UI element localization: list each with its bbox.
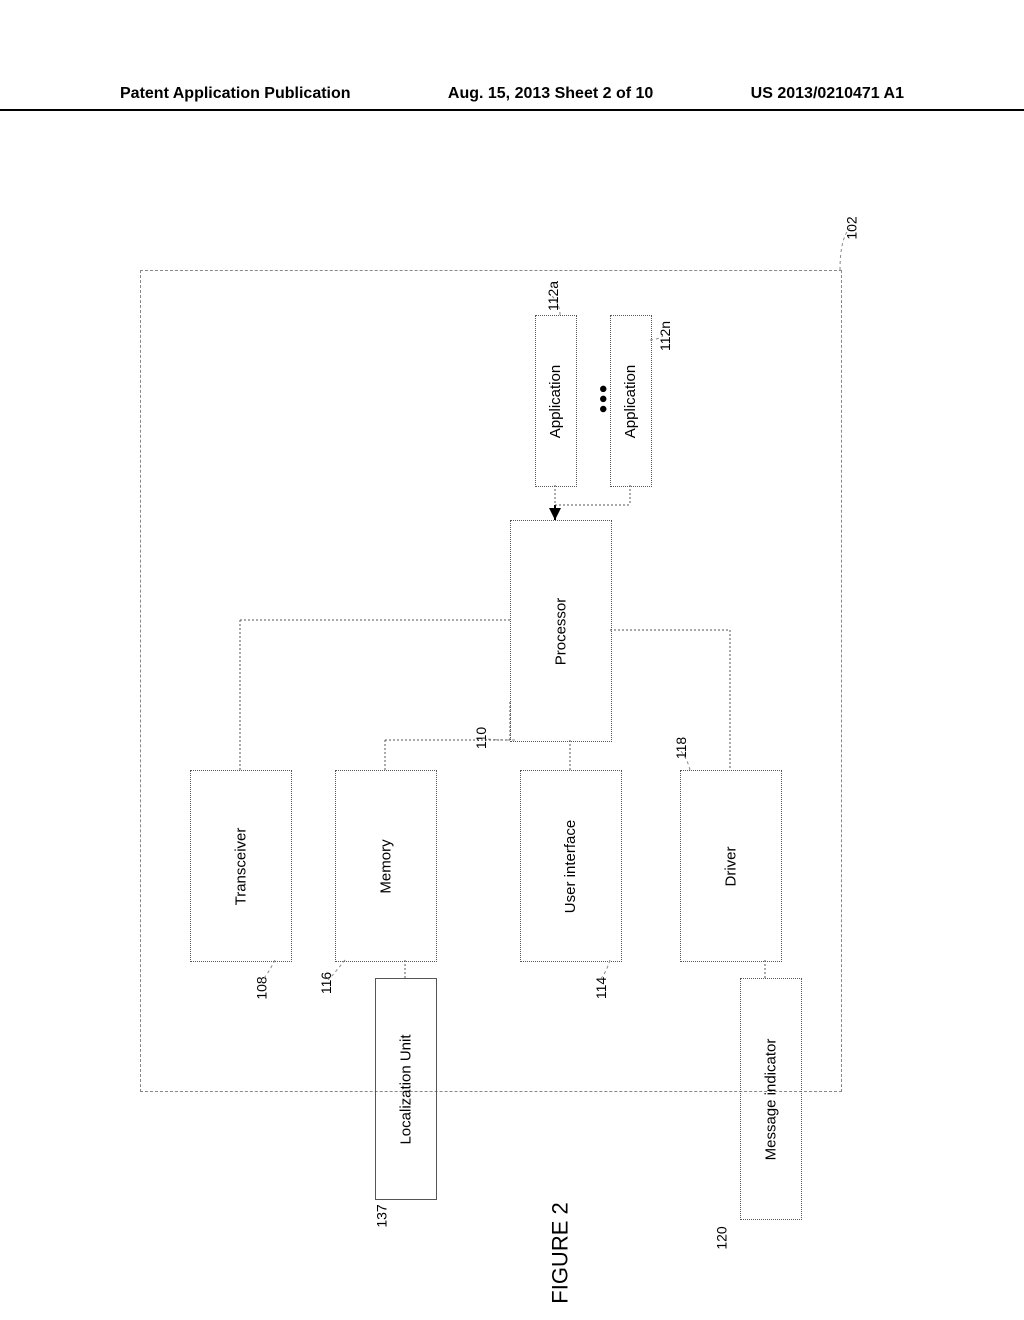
block-message-indicator: Message indicator	[740, 978, 802, 1220]
block-memory: Memory	[335, 770, 437, 962]
ref-116: 116	[318, 972, 334, 994]
ref-102: 102	[844, 216, 860, 239]
block-application-last: Application	[610, 315, 652, 487]
block-processor: Processor	[510, 520, 612, 742]
header-row: Patent Application Publication Aug. 15, …	[0, 85, 1024, 109]
ref-110: 110	[473, 727, 489, 749]
label-memory: Memory	[377, 839, 394, 893]
device-outline	[140, 270, 842, 1092]
label-driver: Driver	[723, 846, 740, 886]
diagram-area: 102 Application 112a ●●● Application 112…	[120, 180, 900, 1180]
ref-114: 114	[593, 977, 609, 999]
block-localization-unit: Localization Unit	[375, 978, 437, 1200]
label-transceiver: Transceiver	[233, 827, 250, 905]
ref-137: 137	[374, 1204, 390, 1227]
label-user-interface: User interface	[563, 819, 580, 912]
header-center: Aug. 15, 2013 Sheet 2 of 10	[448, 85, 653, 103]
block-application-first: Application	[535, 315, 577, 487]
label-message-indicator: Message indicator	[763, 1038, 780, 1160]
ref-120: 120	[714, 1226, 730, 1249]
header-left: Patent Application Publication	[120, 85, 351, 103]
label-application-first: Application	[548, 364, 565, 437]
page: Patent Application Publication Aug. 15, …	[0, 0, 1024, 1320]
ref-112a: 112a	[545, 281, 561, 311]
figure-caption: FIGURE 2	[548, 1202, 574, 1303]
header-right: US 2013/0210471 A1	[751, 85, 904, 103]
page-header: Patent Application Publication Aug. 15, …	[0, 85, 1024, 111]
label-processor: Processor	[553, 597, 570, 665]
ref-118: 118	[673, 737, 689, 759]
block-user-interface: User interface	[520, 770, 622, 962]
ref-112n: 112n	[657, 321, 673, 351]
ref-108: 108	[254, 976, 270, 999]
label-application-last: Application	[623, 364, 640, 437]
label-localization-unit: Localization Unit	[398, 1034, 415, 1144]
block-driver: Driver	[680, 770, 782, 962]
block-transceiver: Transceiver	[190, 770, 292, 962]
